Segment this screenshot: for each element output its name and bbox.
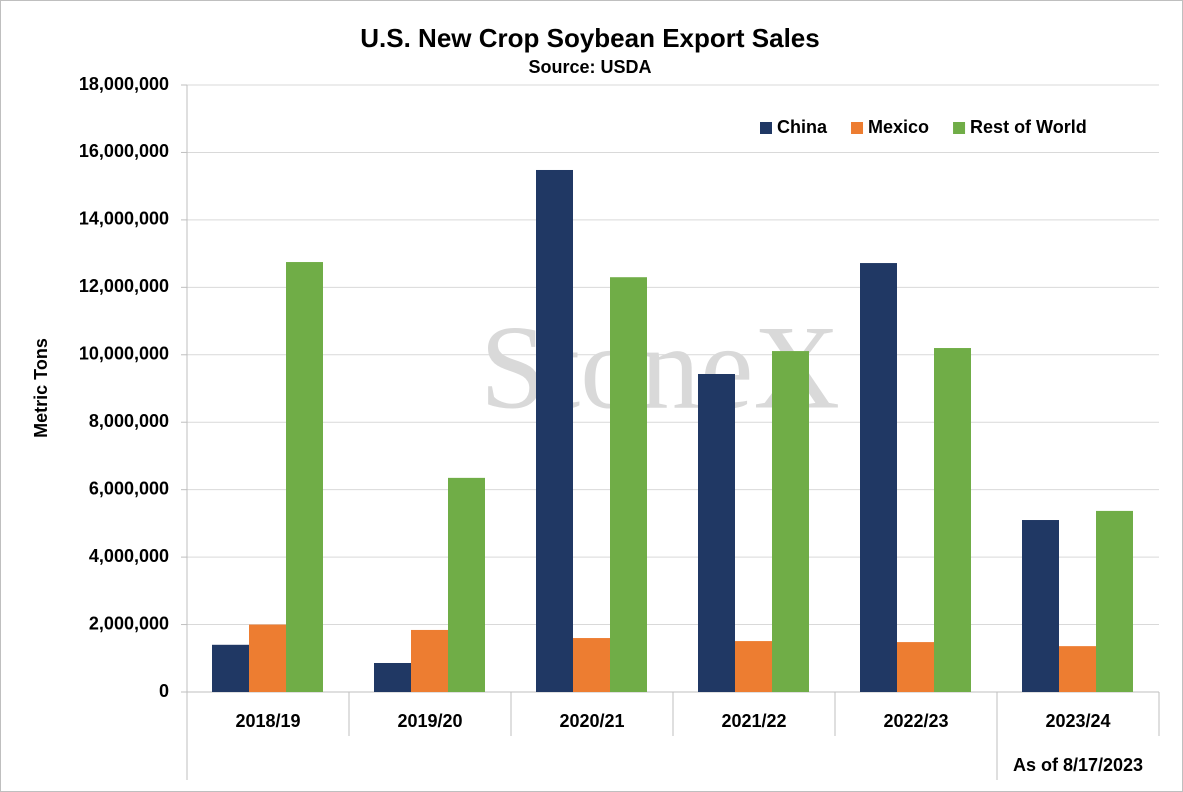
- x-tick-label: 2021/22: [721, 711, 786, 731]
- bar: [1096, 510, 1133, 692]
- bar: [374, 662, 411, 692]
- bar: [698, 373, 735, 692]
- bar: [249, 624, 286, 692]
- y-tick-label: 18,000,000: [79, 74, 169, 94]
- bar: [860, 263, 897, 692]
- bar: [1059, 646, 1096, 692]
- legend-label: Rest of World: [970, 117, 1087, 137]
- y-tick-label: 6,000,000: [89, 478, 169, 498]
- x-tick-label: 2022/23: [883, 711, 948, 731]
- y-tick-label: 4,000,000: [89, 546, 169, 566]
- x-tick-label: 2020/21: [559, 711, 624, 731]
- y-tick-label: 14,000,000: [79, 209, 169, 229]
- bar: [610, 277, 647, 692]
- x-tick-label: 2023/24: [1045, 711, 1110, 731]
- legend-label: Mexico: [868, 117, 929, 137]
- y-tick-label: 0: [159, 681, 169, 701]
- bar: [212, 644, 249, 692]
- bar: [448, 477, 485, 692]
- y-tick-label: 8,000,000: [89, 411, 169, 431]
- legend-swatch: [953, 122, 966, 134]
- y-tick-label: 16,000,000: [79, 141, 169, 161]
- legend-swatch: [851, 122, 864, 134]
- legend-label: China: [777, 117, 828, 137]
- y-axis-label: Metric Tons: [31, 338, 51, 438]
- bar: [1022, 520, 1059, 692]
- bar: [772, 351, 809, 692]
- chart-title: U.S. New Crop Soybean Export Sales: [360, 23, 819, 53]
- y-tick-label: 2,000,000: [89, 613, 169, 633]
- x-tick-label: 2018/19: [235, 711, 300, 731]
- y-tick-label: 12,000,000: [79, 276, 169, 296]
- annotation: As of 8/17/2023: [1013, 755, 1143, 775]
- bar: [411, 629, 448, 692]
- bar: [573, 638, 610, 692]
- bar: [897, 642, 934, 692]
- legend-swatch: [760, 122, 772, 134]
- chart-subtitle: Source: USDA: [528, 57, 651, 77]
- bar: [735, 641, 772, 692]
- x-tick-label: 2019/20: [397, 711, 462, 731]
- bar: [286, 262, 323, 692]
- y-tick-label: 10,000,000: [79, 344, 169, 364]
- bar: [934, 348, 971, 692]
- bar: [536, 169, 573, 693]
